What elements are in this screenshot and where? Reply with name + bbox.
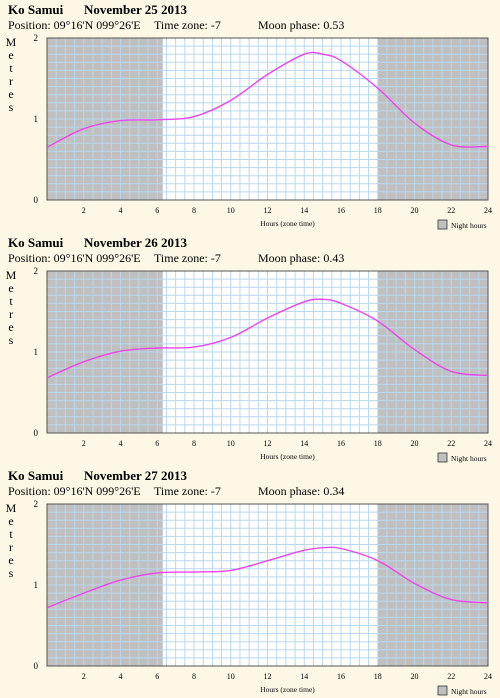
x-axis-label: Hours (zone time)	[260, 685, 315, 694]
y-tick-label: 2	[34, 499, 39, 509]
moon-phase-label: Moon phase: 0.53	[258, 18, 345, 32]
night-legend-label: Night hours	[451, 687, 487, 696]
panel-title: Ko Samui November 25 2013	[8, 2, 187, 18]
x-tick-label: 12	[264, 439, 272, 448]
x-tick-label: 12	[264, 206, 272, 215]
plot-frame	[46, 503, 489, 667]
y-tick-label: 1	[34, 347, 39, 357]
x-tick-label: 6	[155, 439, 159, 448]
chart-date: November 25 2013	[84, 2, 188, 17]
x-tick-label: 16	[337, 672, 345, 681]
place-name: Ko Samui	[8, 468, 64, 483]
x-tick-label: 18	[374, 439, 382, 448]
y-tick-label: 0	[34, 428, 39, 438]
night-legend-swatch	[437, 685, 448, 696]
y-tick-label: 2	[34, 266, 39, 276]
x-tick-label: 16	[337, 439, 345, 448]
x-tick-label: 6	[155, 206, 159, 215]
tide-panel-nov-27: Ko Samui November 27 2013 Position: 09°1…	[0, 466, 500, 698]
y-tick-label: 1	[34, 114, 39, 124]
tide-curve	[46, 298, 489, 379]
x-tick-label: 14	[300, 672, 308, 681]
moon-phase-label: Moon phase: 0.43	[258, 251, 345, 265]
place-name: Ko Samui	[8, 2, 64, 17]
x-axis-label: Hours (zone time)	[260, 219, 315, 228]
panel-title: Ko Samui November 27 2013	[8, 468, 187, 484]
x-tick-label: 16	[337, 206, 345, 215]
x-tick-label: 10	[227, 439, 235, 448]
x-tick-label: 8	[192, 672, 196, 681]
x-tick-label: 4	[119, 439, 123, 448]
timezone-label: Time zone: -7	[154, 18, 221, 32]
x-tick-label: 20	[411, 672, 419, 681]
tide-panel-nov-26: Ko Samui November 26 2013 Position: 09°1…	[0, 233, 500, 465]
x-tick-label: 18	[374, 206, 382, 215]
x-tick-label: 8	[192, 439, 196, 448]
x-tick-label: 20	[411, 206, 419, 215]
night-legend-swatch	[437, 219, 448, 230]
x-tick-label: 4	[119, 206, 123, 215]
x-tick-label: 12	[264, 672, 272, 681]
x-tick-label: 22	[447, 439, 455, 448]
night-legend-label: Night hours	[451, 221, 487, 230]
x-tick-label: 24	[484, 206, 492, 215]
x-tick-label: 10	[227, 206, 235, 215]
night-legend-swatch	[437, 452, 448, 463]
x-tick-label: 2	[82, 439, 86, 448]
tide-panel-nov-25: Ko Samui November 25 2013 Position: 09°1…	[0, 0, 500, 232]
timezone-label: Time zone: -7	[154, 484, 221, 498]
x-tick-label: 8	[192, 206, 196, 215]
plot-frame	[46, 270, 489, 434]
place-name: Ko Samui	[8, 235, 64, 250]
x-tick-label: 24	[484, 439, 492, 448]
chart-date: November 27 2013	[84, 468, 188, 483]
y-tick-label: 0	[34, 195, 39, 205]
x-tick-label: 22	[447, 206, 455, 215]
x-tick-label: 22	[447, 672, 455, 681]
x-axis-label: Hours (zone time)	[260, 452, 315, 461]
chart-date: November 26 2013	[84, 235, 188, 250]
x-tick-label: 6	[155, 672, 159, 681]
y-tick-label: 2	[34, 33, 39, 43]
night-legend-label: Night hours	[451, 454, 487, 463]
x-tick-label: 20	[411, 439, 419, 448]
y-tick-label: 0	[34, 661, 39, 671]
timezone-label: Time zone: -7	[154, 251, 221, 265]
panel-title: Ko Samui November 26 2013	[8, 235, 187, 251]
position-label: Position: 09°16'N 099°26'E	[8, 484, 141, 498]
tide-curve	[46, 51, 489, 148]
position-label: Position: 09°16'N 099°26'E	[8, 251, 141, 265]
x-tick-label: 24	[484, 672, 492, 681]
x-tick-label: 2	[82, 206, 86, 215]
x-tick-label: 14	[300, 439, 308, 448]
tide-curve	[46, 546, 489, 609]
x-tick-label: 10	[227, 672, 235, 681]
y-tick-label: 1	[34, 580, 39, 590]
moon-phase-label: Moon phase: 0.34	[258, 484, 345, 498]
plot-frame	[46, 37, 489, 201]
x-tick-label: 18	[374, 672, 382, 681]
x-tick-label: 4	[119, 672, 123, 681]
position-label: Position: 09°16'N 099°26'E	[8, 18, 141, 32]
x-tick-label: 2	[82, 672, 86, 681]
x-tick-label: 14	[300, 206, 308, 215]
